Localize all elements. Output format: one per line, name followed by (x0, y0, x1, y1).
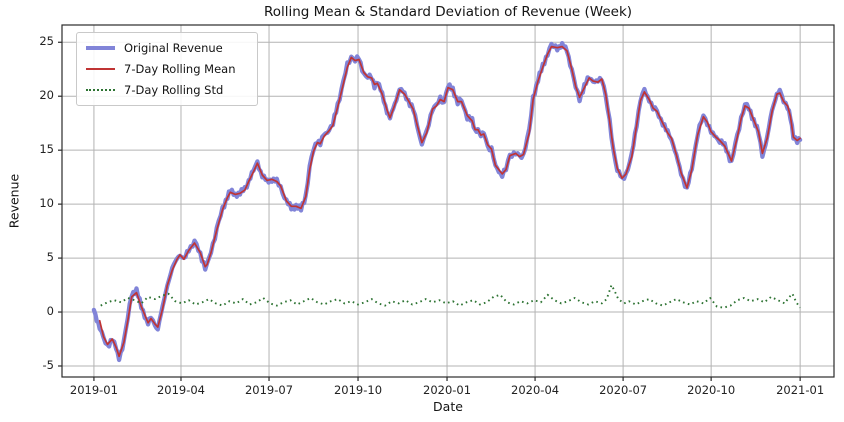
plot-frame (61, 24, 835, 378)
series-line-std (100, 284, 801, 309)
y-tick-label: 5 (46, 250, 54, 265)
legend-item-rolling-std: 7-Day Rolling Std (86, 82, 247, 98)
y-tick-label: 10 (39, 196, 54, 211)
y-axis-label: Revenue (6, 173, 22, 229)
y-tick-label: 25 (39, 34, 54, 49)
rolling-mean-line-swatch (86, 68, 115, 70)
x-tick-label: 2019-10 (333, 383, 383, 397)
legend-label-original-revenue: Original Revenue (124, 41, 223, 55)
legend-item-rolling-mean: 7-Day Rolling Mean (86, 61, 247, 77)
original-revenue-line-swatch (86, 46, 115, 50)
x-tick-label: 2020-01 (423, 383, 472, 397)
legend-label-rolling-std: 7-Day Rolling Std (124, 83, 224, 97)
x-tick-label: 2019-01 (69, 383, 118, 397)
legend-item-original-revenue: Original Revenue (86, 40, 247, 56)
x-tick-label: 2019-04 (156, 383, 206, 397)
x-tick-label: 2020-04 (511, 383, 560, 397)
series-line-mean (98, 45, 801, 358)
legend: Original Revenue 7-Day Rolling Mean 7-Da… (76, 32, 258, 106)
chart-title: Rolling Mean & Standard Deviation of Rev… (263, 4, 633, 20)
x-tick-label: 2020-10 (687, 383, 736, 397)
y-tick-label: 15 (39, 142, 54, 157)
y-tick-label: 0 (46, 304, 54, 319)
y-tick-label: -5 (42, 357, 54, 372)
x-tick-label: 2019-07 (244, 383, 294, 397)
y-tick-label: 20 (39, 88, 54, 103)
x-axis-label: Date (433, 399, 463, 414)
legend-label-rolling-mean: 7-Day Rolling Mean (124, 62, 236, 76)
x-tick-label: 2021-01 (776, 383, 825, 397)
rolling-std-line-swatch (86, 89, 115, 91)
x-tick-label: 2020-07 (599, 383, 648, 397)
